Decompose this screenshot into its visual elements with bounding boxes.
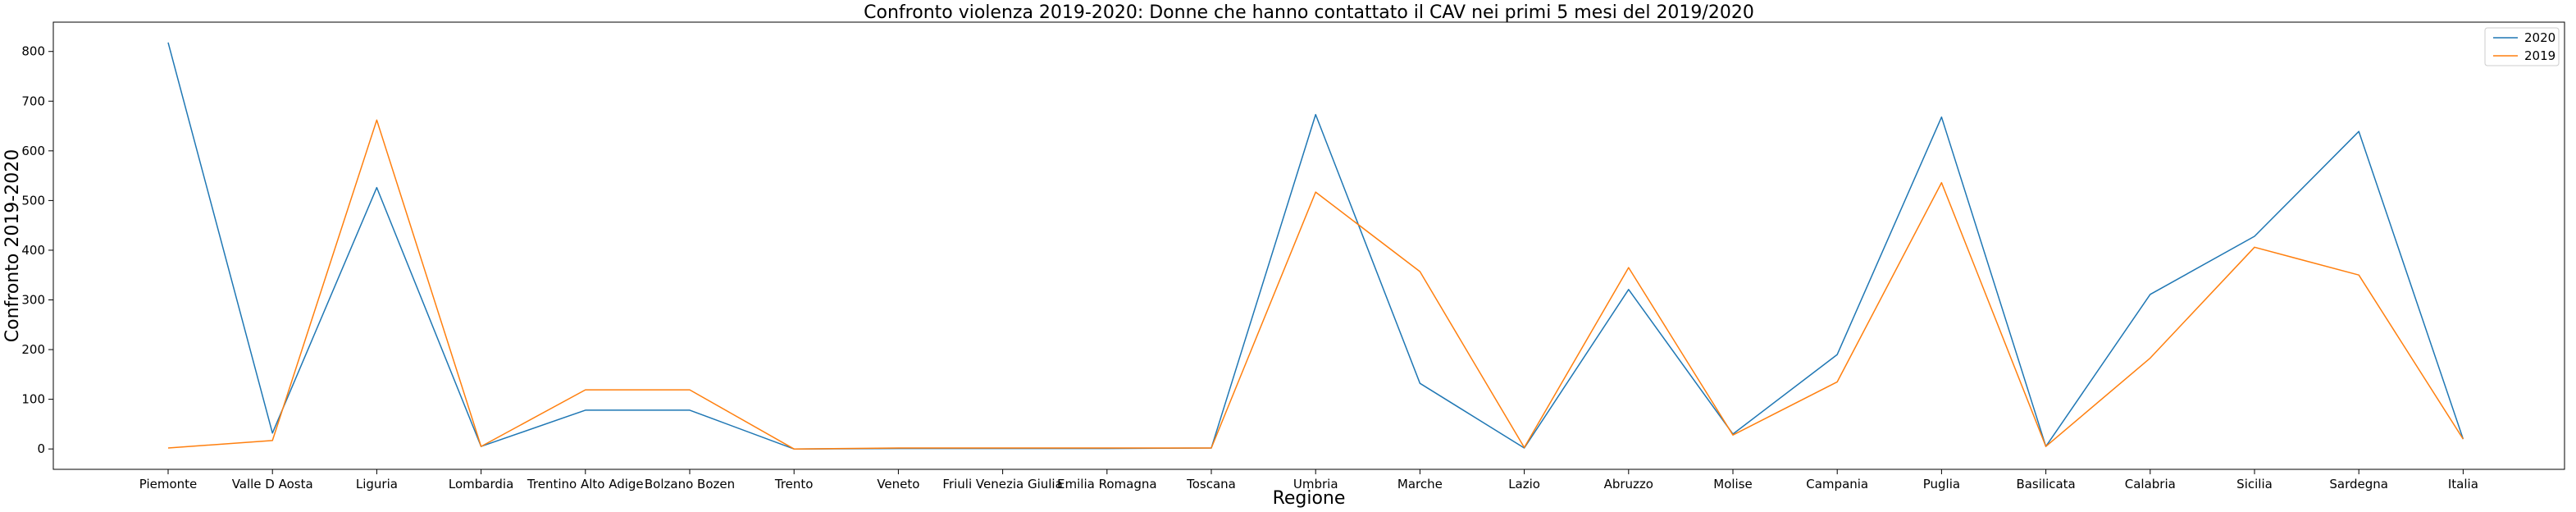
y-tick-label: 0 [37, 441, 45, 456]
y-axis-label: Confronto 2019-2020 [2, 149, 23, 342]
x-tick-label: Sicilia [2236, 477, 2273, 491]
legend-label-2019: 2019 [2524, 48, 2555, 63]
y-tick-label: 600 [21, 144, 45, 158]
x-tick-label: Emilia Romagna [1057, 477, 1157, 491]
y-tick-label: 400 [21, 243, 45, 258]
x-tick-label: Trentino Alto Adige [527, 477, 644, 491]
y-tick-label: 100 [21, 392, 45, 407]
x-tick-label: Bolzano Bozen [645, 477, 735, 491]
x-tick-label: Lombardia [449, 477, 513, 491]
x-tick-label: Valle D Aosta [232, 477, 313, 491]
x-tick-label: Italia [2448, 477, 2478, 491]
series-line-2019 [167, 119, 2464, 450]
y-tick-label: 200 [21, 342, 45, 357]
x-tick-label: Abruzzo [1604, 477, 1653, 491]
x-axis: Piemonte Valle D Aosta Liguria Lombardia Tre… [139, 469, 2478, 491]
x-tick-label: Toscana [1186, 477, 1236, 491]
y-tick-label: 500 [21, 193, 45, 208]
y-tick-label: 800 [21, 44, 45, 59]
series-line-2020 [167, 42, 2464, 450]
x-tick-label: Molise [1713, 477, 1753, 491]
legend: 2020 2019 [2484, 27, 2560, 66]
x-tick-label: Umbria [1293, 477, 1338, 491]
y-tick-label: 700 [21, 94, 45, 108]
x-tick-label: Sardegna [2329, 477, 2388, 491]
series-lines [167, 42, 2464, 450]
chart-title: Confronto violenza 2019-2020: Donne che … [864, 2, 1754, 23]
x-axis-label: Regione [1273, 488, 1346, 509]
x-tick-label: Friuli Venezia Giulia [942, 477, 1062, 491]
x-tick-label: Puglia [1923, 477, 1960, 491]
legend-label-2020: 2020 [2524, 30, 2555, 45]
x-tick-label: Marche [1397, 477, 1443, 491]
y-tick-label: 300 [21, 293, 45, 308]
y-axis: 0 100 200 300 400 500 600 700 800 [21, 44, 53, 456]
x-tick-label: Veneto [877, 477, 919, 491]
x-tick-label: Calabria [2125, 477, 2176, 491]
plot-area-frame [52, 21, 2565, 470]
x-tick-label: Campania [1806, 477, 1868, 491]
x-tick-label: Trento [774, 477, 814, 491]
x-tick-label: Basilicata [2016, 477, 2075, 491]
x-tick-label: Liguria [356, 477, 398, 491]
x-tick-label: Lazio [1508, 477, 1540, 491]
x-tick-label: Piemonte [139, 477, 198, 491]
